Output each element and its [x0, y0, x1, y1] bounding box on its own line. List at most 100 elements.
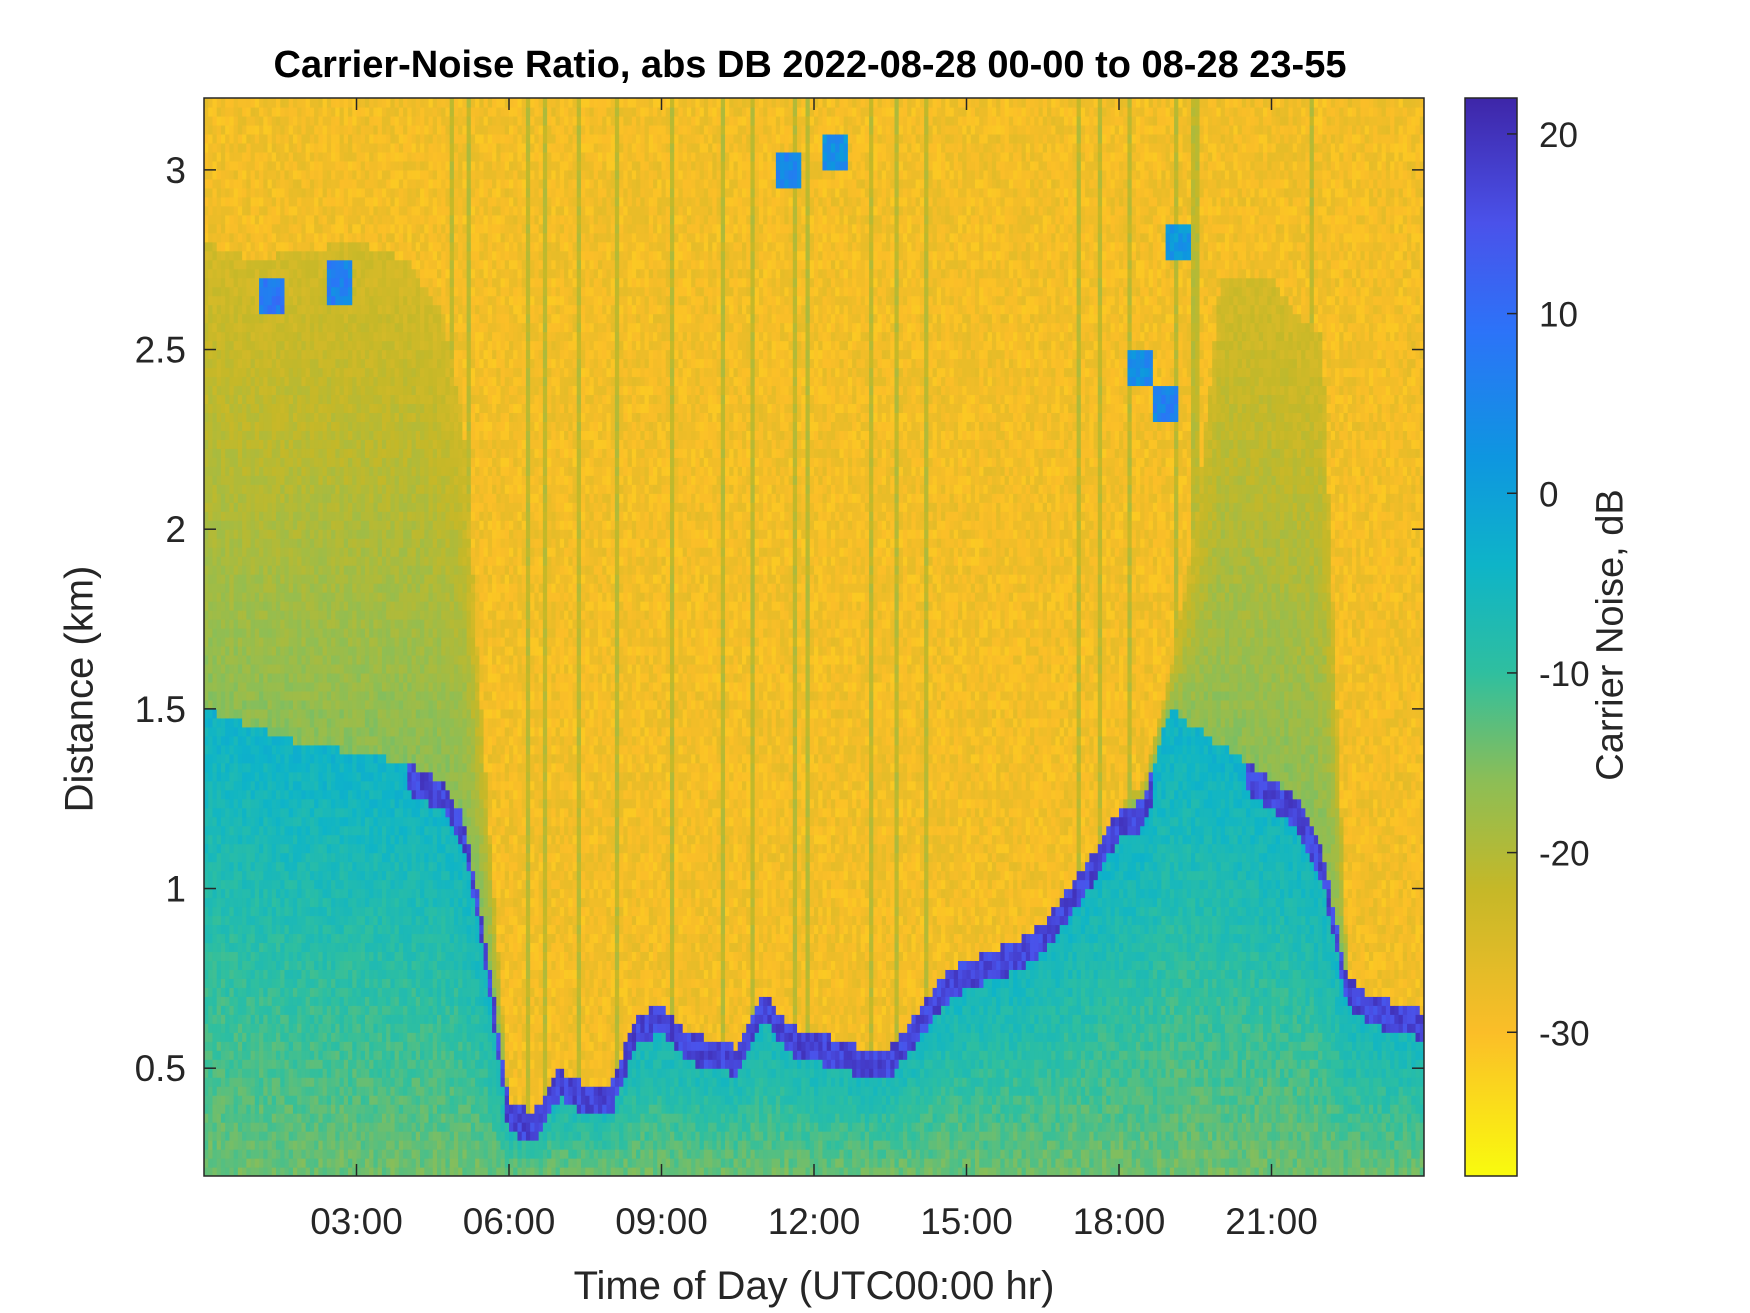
- heatmap-cell: [208, 924, 213, 934]
- heatmap-cell: [229, 278, 234, 288]
- heatmap-cell: [314, 790, 319, 800]
- heatmap-cell: [272, 619, 277, 629]
- heatmap-cell: [280, 835, 285, 845]
- heatmap-cell: [225, 224, 230, 234]
- heatmap-cell: [246, 727, 251, 737]
- heatmap-cell: [263, 359, 268, 369]
- heatmap-cell: [259, 889, 264, 899]
- heatmap-cell: [263, 907, 268, 917]
- heatmap-cell: [221, 763, 226, 773]
- heatmap-cell: [221, 412, 226, 422]
- heatmap-cell: [272, 1005, 277, 1015]
- heatmap-cell: [284, 493, 289, 503]
- heatmap-cell: [310, 1149, 315, 1159]
- heatmap-cell: [208, 1014, 213, 1024]
- heatmap-cell: [246, 1086, 251, 1096]
- heatmap-cell: [251, 754, 256, 764]
- heatmap-cell: [229, 808, 234, 818]
- heatmap-cell: [229, 978, 234, 988]
- heatmap-cell: [289, 628, 294, 638]
- heatmap-cell: [280, 260, 285, 270]
- heatmap-cell: [335, 1059, 340, 1069]
- heatmap-cell: [289, 673, 294, 683]
- heatmap-cell: [255, 556, 260, 566]
- heatmap-cell: [212, 1086, 217, 1096]
- heatmap-cell: [276, 1095, 281, 1105]
- heatmap-cell: [301, 826, 306, 836]
- heatmap-cell: [238, 1068, 243, 1078]
- heatmap-cell: [246, 107, 251, 117]
- heatmap-cell: [301, 1122, 306, 1132]
- heatmap-cell: [318, 1068, 323, 1078]
- heatmap-cell: [276, 493, 281, 503]
- heatmap-cell: [208, 197, 213, 207]
- heatmap-cell: [225, 529, 230, 539]
- heatmap-cell: [259, 628, 264, 638]
- heatmap-cell: [280, 808, 285, 818]
- heatmap-cell: [242, 287, 247, 297]
- heatmap-cell: [323, 924, 328, 934]
- heatmap-cell: [221, 152, 226, 162]
- heatmap-cell: [229, 924, 234, 934]
- heatmap-cell: [327, 808, 332, 818]
- heatmap-cell: [318, 1014, 323, 1024]
- heatmap-cell: [284, 1032, 289, 1042]
- heatmap-cell: [276, 673, 281, 683]
- heatmap-cell: [221, 269, 226, 279]
- heatmap-cell: [208, 152, 213, 162]
- heatmap-cell: [246, 1167, 251, 1177]
- heatmap-cell: [301, 359, 306, 369]
- heatmap-cell: [221, 673, 226, 683]
- heatmap-cell: [255, 116, 260, 126]
- heatmap-cell: [284, 736, 289, 746]
- heatmap-cell: [208, 394, 213, 404]
- heatmap-cell: [251, 933, 256, 943]
- heatmap-cell: [318, 376, 323, 386]
- heatmap-cell: [268, 215, 273, 225]
- heatmap-cell: [327, 592, 332, 602]
- heatmap-cell: [280, 314, 285, 324]
- heatmap-cell: [335, 987, 340, 997]
- heatmap-cell: [272, 700, 277, 710]
- heatmap-cell: [242, 197, 247, 207]
- heatmap-cell: [229, 1032, 234, 1042]
- heatmap-cell: [276, 1113, 281, 1123]
- heatmap-cell: [242, 143, 247, 153]
- heatmap-cell: [306, 646, 311, 656]
- heatmap-cell: [229, 152, 234, 162]
- heatmap-cell: [234, 341, 239, 351]
- heatmap-cell: [301, 781, 306, 791]
- heatmap-cell: [263, 323, 268, 333]
- heatmap-cell: [217, 1149, 222, 1159]
- heatmap-cell: [268, 880, 273, 890]
- heatmap-cell: [229, 844, 234, 854]
- heatmap-cell: [217, 125, 222, 135]
- heatmap-cell: [268, 924, 273, 934]
- heatmap-cell: [212, 475, 217, 485]
- heatmap-cell: [208, 898, 213, 908]
- heatmap-cell: [234, 305, 239, 315]
- heatmap-cell: [229, 134, 234, 144]
- heatmap-cell: [234, 466, 239, 476]
- heatmap-cell: [301, 709, 306, 719]
- heatmap-cell: [310, 1131, 315, 1141]
- heatmap-cell: [301, 790, 306, 800]
- heatmap-cell: [301, 808, 306, 818]
- heatmap-cell: [323, 942, 328, 952]
- heatmap-cell: [318, 538, 323, 548]
- heatmap-cell: [234, 700, 239, 710]
- heatmap-cell: [229, 1113, 234, 1123]
- heatmap-cell: [323, 933, 328, 943]
- heatmap-cell: [318, 529, 323, 539]
- heatmap-cell: [251, 1167, 256, 1177]
- heatmap-cell: [318, 430, 323, 440]
- heatmap-cell: [297, 1140, 302, 1150]
- heatmap-cell: [208, 179, 213, 189]
- heatmap-cell: [246, 475, 251, 485]
- heatmap-cell: [246, 125, 251, 135]
- heatmap-cell: [263, 206, 268, 216]
- heatmap-cell: [335, 1167, 340, 1177]
- heatmap-cell: [331, 565, 336, 575]
- heatmap-cell: [284, 763, 289, 773]
- heatmap-cell: [217, 1059, 222, 1069]
